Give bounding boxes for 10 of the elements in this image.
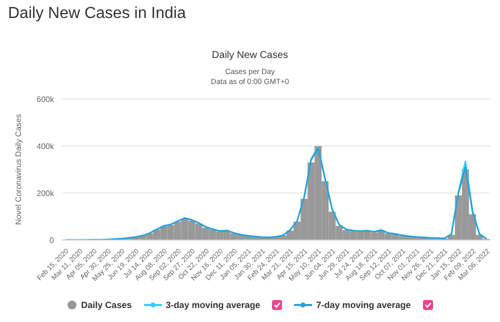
y-tick-label: 0 bbox=[50, 236, 55, 245]
y-tick-label: 600k bbox=[36, 94, 55, 104]
y-tick-label: 200k bbox=[36, 188, 55, 198]
y-axis-title: Novel Coronavirus Daily Cases bbox=[14, 114, 23, 225]
chart-title: Daily New Cases in India bbox=[8, 5, 186, 23]
legend-label: 3-day moving average bbox=[166, 300, 260, 310]
legend-label: 7-day moving average bbox=[316, 300, 411, 310]
chart-subtitle: Daily New Cases bbox=[210, 50, 290, 61]
legend-label: Daily Cases bbox=[81, 300, 132, 310]
y-tick-label: 400k bbox=[36, 142, 55, 151]
